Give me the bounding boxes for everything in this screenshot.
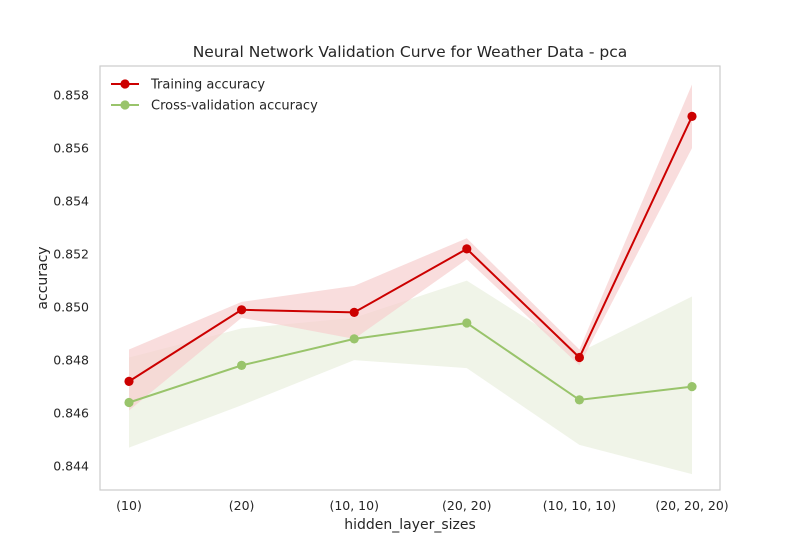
series-line	[128, 115, 693, 383]
legend-label: Cross-validation accuracy	[151, 99, 318, 114]
y-tick-label: 0.858	[53, 88, 89, 103]
y-axis-ticks: 0.844 0.846 0.848 0.850 0.852 0.854 0.856 0.858	[53, 88, 89, 474]
x-tick-label: (20, 20)	[442, 498, 492, 513]
data-point	[237, 305, 247, 315]
x-tick-label: (10)	[116, 498, 142, 513]
y-tick-label: 0.846	[53, 406, 89, 421]
confidence-band	[129, 280, 692, 475]
y-tick-label: 0.848	[53, 353, 89, 368]
data-point	[237, 360, 247, 370]
x-tick-label: (10, 10, 10)	[543, 498, 616, 513]
x-tick-label: (10, 10)	[329, 498, 379, 513]
data-point	[462, 318, 472, 328]
legend-swatch-marker	[120, 100, 130, 110]
data-point	[574, 352, 585, 363]
data-point	[687, 382, 697, 392]
y-tick-label: 0.856	[53, 141, 89, 156]
legend-swatch-marker	[120, 79, 130, 89]
chart-title: Neural Network Validation Curve for Weat…	[193, 43, 628, 61]
x-tick-label: (20, 20, 20)	[655, 498, 728, 513]
y-tick-label: 0.852	[53, 247, 89, 262]
data-point	[462, 244, 472, 254]
data-point	[687, 111, 697, 121]
series-markers	[124, 111, 697, 408]
series-lines	[128, 115, 693, 404]
y-axis-label: accuracy	[35, 246, 51, 309]
x-axis-ticks: (10) (20) (10, 10) (20, 20) (10, 10, 10) (20,…	[116, 498, 729, 513]
legend: Training accuracy Cross-validation accura…	[111, 78, 318, 114]
data-point	[349, 334, 359, 344]
x-axis-label: hidden_layer_sizes	[344, 517, 476, 533]
legend-label: Training accuracy	[150, 78, 265, 93]
data-point	[574, 395, 585, 405]
series-line	[128, 321, 693, 404]
data-point	[124, 397, 134, 408]
data-point	[124, 376, 134, 386]
plot-frame	[99, 65, 721, 491]
y-tick-label: 0.844	[53, 459, 89, 474]
y-tick-label: 0.850	[53, 300, 89, 315]
y-tick-label: 0.854	[53, 194, 89, 209]
x-tick-label: (20)	[229, 498, 255, 513]
data-point	[349, 307, 359, 317]
